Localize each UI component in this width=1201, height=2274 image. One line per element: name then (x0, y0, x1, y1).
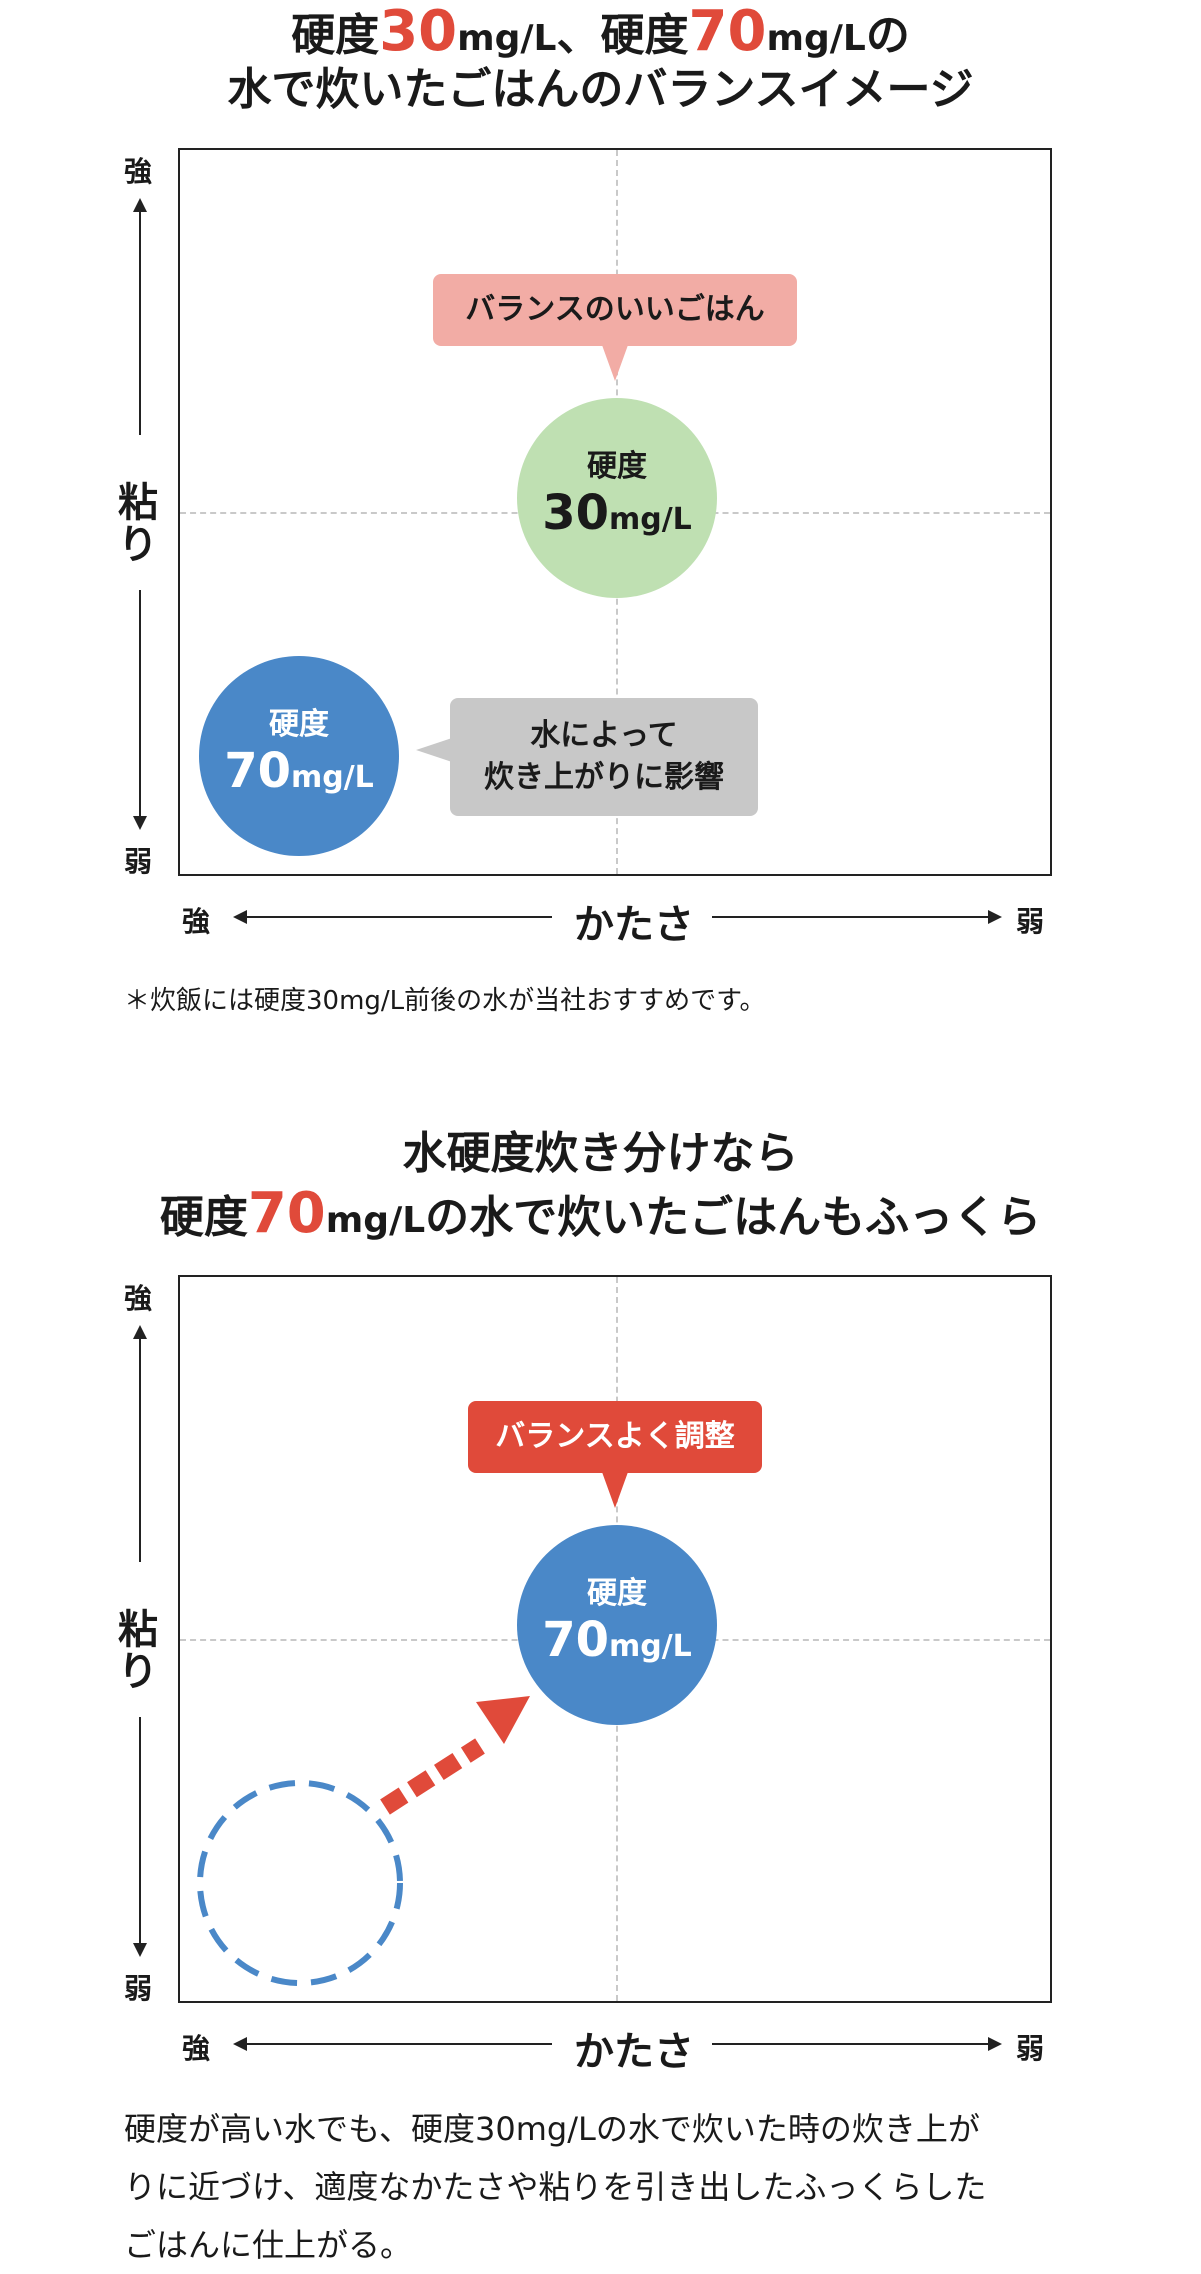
chart1-y-mid-label-1: 粘 (118, 480, 158, 526)
chart1-y-arrow-down-icon (133, 816, 147, 830)
chart2-y-bottom-label: 弱 (124, 1972, 153, 2005)
circle-label: 硬度 (587, 448, 647, 484)
circle-value: 70mg/L (542, 1611, 692, 1668)
chart2-x-mid-label: かたさ (574, 2029, 694, 2075)
chart2-x-line-right (712, 2043, 992, 2045)
chart1-title-line2: 水で炊いたごはんのバランスイメージ (227, 64, 974, 115)
chart2-adjust-callout-pointer (602, 1472, 628, 1508)
circle-label: 硬度 (269, 706, 329, 742)
chart2-x-arrow-right-icon (988, 2037, 1002, 2051)
chart2-y-mid-label-1: 粘 (118, 1607, 158, 1653)
chart1-water-callout-pointer (416, 738, 452, 762)
circle-value: 70mg/L (224, 742, 374, 799)
title-highlight-70: 70 (247, 1181, 326, 1246)
chart2-previous-position-circle (197, 1780, 403, 1986)
chart2-shift-arrow-shaft (380, 1738, 485, 1815)
chart1-balance-callout-pointer (602, 345, 628, 381)
summary-paragraph: 硬度が高い水でも、硬度30mg/Lの水で炊いた時の炊き上が りに近づけ、適度なか… (124, 2100, 1124, 2274)
chart1-y-line-lower (139, 590, 141, 818)
summary-line-2: りに近づけ、適度なかたさや粘りを引き出したふっくらした (124, 2168, 987, 2206)
chart1-x-arrow-left-icon (233, 910, 247, 924)
chart1-y-line-upper (139, 210, 141, 435)
circle-label: 硬度 (587, 1575, 647, 1611)
chart1-y-arrow-up-icon (133, 198, 147, 212)
chart1-water-callout: 水によって 炊き上がりに影響 (450, 698, 758, 816)
chart2-x-left-label: 強 (182, 2032, 211, 2065)
title-highlight-30: 30 (379, 0, 458, 64)
chart2-hardness-70-circle: 硬度 70mg/L (517, 1525, 717, 1725)
chart1-x-arrow-right-icon (988, 910, 1002, 924)
title-highlight-70: 70 (688, 0, 767, 64)
chart1-x-mid-label: かたさ (574, 902, 694, 948)
chart1-x-left-label: 強 (182, 905, 211, 938)
callout-line-2: 炊き上がりに影響 (484, 760, 724, 795)
chart2-adjust-callout: バランスよく調整 (468, 1401, 762, 1473)
circle-value: 30mg/L (542, 484, 692, 541)
summary-line-3: ごはんに仕上がる。 (124, 2226, 413, 2264)
summary-line-1: 硬度が高い水でも、硬度30mg/Lの水で炊いた時の炊き上が (124, 2110, 980, 2148)
chart2-title-line2: 硬度70mg/Lの水で炊いたごはんもふっくら (159, 1181, 1042, 1246)
chart2-x-right-label: 弱 (1016, 2032, 1045, 2065)
chart1-balance-callout: バランスのいいごはん (433, 274, 797, 346)
chart1-y-top-label: 強 (124, 155, 153, 188)
chart2-y-arrow-up-icon (133, 1325, 147, 1339)
chart1-hardness-30-circle: 硬度 30mg/L (517, 398, 717, 598)
chart2-y-line-lower (139, 1717, 141, 1945)
chart2-y-arrow-down-icon (133, 1943, 147, 1957)
chart1-hardness-70-circle: 硬度 70mg/L (199, 656, 399, 856)
chart2-y-mid-label-2: り (118, 1649, 158, 1695)
chart1-y-mid-label-2: り (118, 522, 158, 568)
callout-line-1: 水によって (530, 718, 678, 753)
chart1-footnote: ＊炊飯には硬度30mg/L前後の水が当社おすすめです。 (124, 986, 766, 1016)
chart2-title-line1: 水硬度炊き分けなら (402, 1128, 799, 1179)
chart2-shift-arrow-head-icon (476, 1696, 530, 1744)
chart2-y-line-upper (139, 1337, 141, 1562)
chart2-x-arrow-left-icon (233, 2037, 247, 2051)
chart1-x-line-left (245, 916, 552, 918)
chart2-x-line-left (245, 2043, 552, 2045)
chart1-x-line-right (712, 916, 992, 918)
chart1-x-right-label: 弱 (1016, 905, 1045, 938)
chart2-y-top-label: 強 (124, 1282, 153, 1315)
chart1-y-bottom-label: 弱 (124, 845, 153, 878)
chart1-title-line1: 硬度30mg/L、硬度70mg/Lの (291, 0, 910, 64)
